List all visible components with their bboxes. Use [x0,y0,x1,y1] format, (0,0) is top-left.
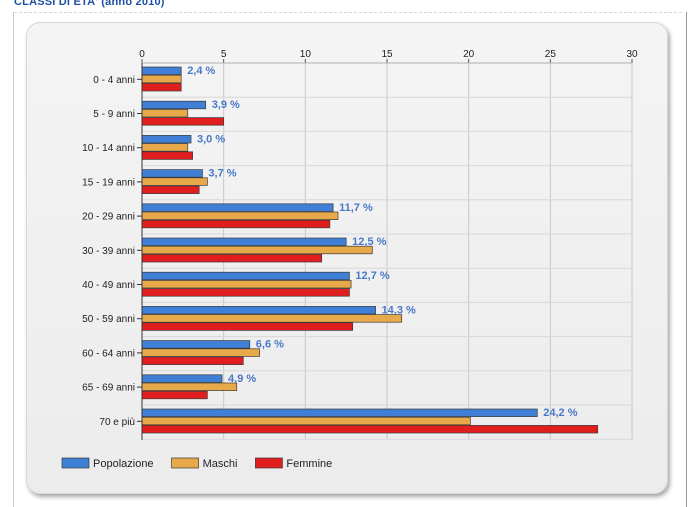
bar-popolazione-5 [141,237,347,246]
x-tick-label: 10 [300,49,312,60]
x-tick-label: 0 [139,49,145,60]
category-label: 65 - 69 anni [82,383,135,394]
bar-maschi-9 [141,382,238,391]
data-label: 12,5 % [352,236,386,248]
data-label: 3,9 % [212,99,240,111]
bar-popolazione-1 [141,100,207,110]
legend-label-maschi: Maschi [203,458,238,470]
bar-popolazione-8 [141,340,251,349]
bar-maschi-1 [141,109,189,118]
bar-popolazione-10 [141,408,538,417]
bar-femmine-1 [141,117,225,126]
category-label: 50 - 59 anni [82,314,135,325]
frame-left-border [13,12,14,507]
bar-popolazione-0 [141,66,182,75]
x-tick-label: 5 [221,49,227,60]
bar-femmine-8 [141,356,244,365]
data-label: 3,0 % [197,133,225,145]
category-label: 15 - 19 anni [82,177,135,188]
data-label: 6,6 % [256,339,284,351]
category-label: 30 - 39 anni [82,246,135,257]
frame-right-border [686,12,687,507]
bar-popolazione-9 [141,374,223,383]
category-label: 70 e più [99,417,135,428]
bar-popolazione-7 [141,306,376,315]
x-tick-label: 25 [545,49,557,60]
bar-popolazione-3 [141,169,203,178]
bar-femmine-9 [141,390,208,400]
data-label: 12,7 % [355,270,389,282]
legend-swatch-maschi [171,457,199,469]
bar-popolazione-6 [141,271,350,281]
bar-femmine-3 [141,185,200,194]
page-heading: CLASSI DI ETA' (anno 2010) [14,0,165,8]
bar-popolazione-2 [141,135,192,144]
legend-swatch-femmine [255,457,283,469]
x-tick-label: 15 [381,49,393,60]
bar-maschi-2 [141,143,189,152]
bar-maschi-5 [141,245,373,255]
bar-maschi-6 [141,280,352,289]
bar-maschi-8 [141,348,260,357]
bar-maschi-3 [141,177,208,186]
bar-femmine-6 [141,288,350,297]
category-label: 10 - 14 anni [82,143,135,154]
data-label: 3,7 % [208,168,236,180]
category-label: 5 - 9 anni [93,109,135,120]
bar-femmine-5 [141,254,323,263]
data-label: 2,4 % [187,65,215,77]
data-label: 14,3 % [382,304,416,316]
bar-femmine-4 [141,219,331,229]
bar-femmine-0 [141,83,182,92]
bar-femmine-10 [141,425,599,434]
legend-label-popolazione: Popolazione [93,458,154,470]
category-label: 40 - 49 anni [82,280,135,291]
data-label: 11,7 % [339,202,373,214]
category-label: 60 - 64 anni [82,348,135,359]
x-tick-label: 30 [626,49,638,60]
category-label: 0 - 4 anni [93,75,135,86]
bar-popolazione-4 [141,203,334,212]
bar-femmine-7 [141,322,354,331]
bar-femmine-2 [141,151,193,160]
data-label: 24,2 % [543,407,577,419]
x-tick-label: 20 [463,49,475,60]
bar-maschi-0 [141,74,182,84]
bar-maschi-7 [141,314,403,323]
legend-swatch-popolazione [61,457,90,469]
heading-divider [14,12,682,13]
bar-maschi-10 [141,416,471,426]
category-label: 20 - 29 anni [82,212,135,223]
legend-label-femmine: Femmine [286,458,332,470]
bar-maschi-4 [141,211,339,220]
data-label: 4,9 % [228,373,256,385]
